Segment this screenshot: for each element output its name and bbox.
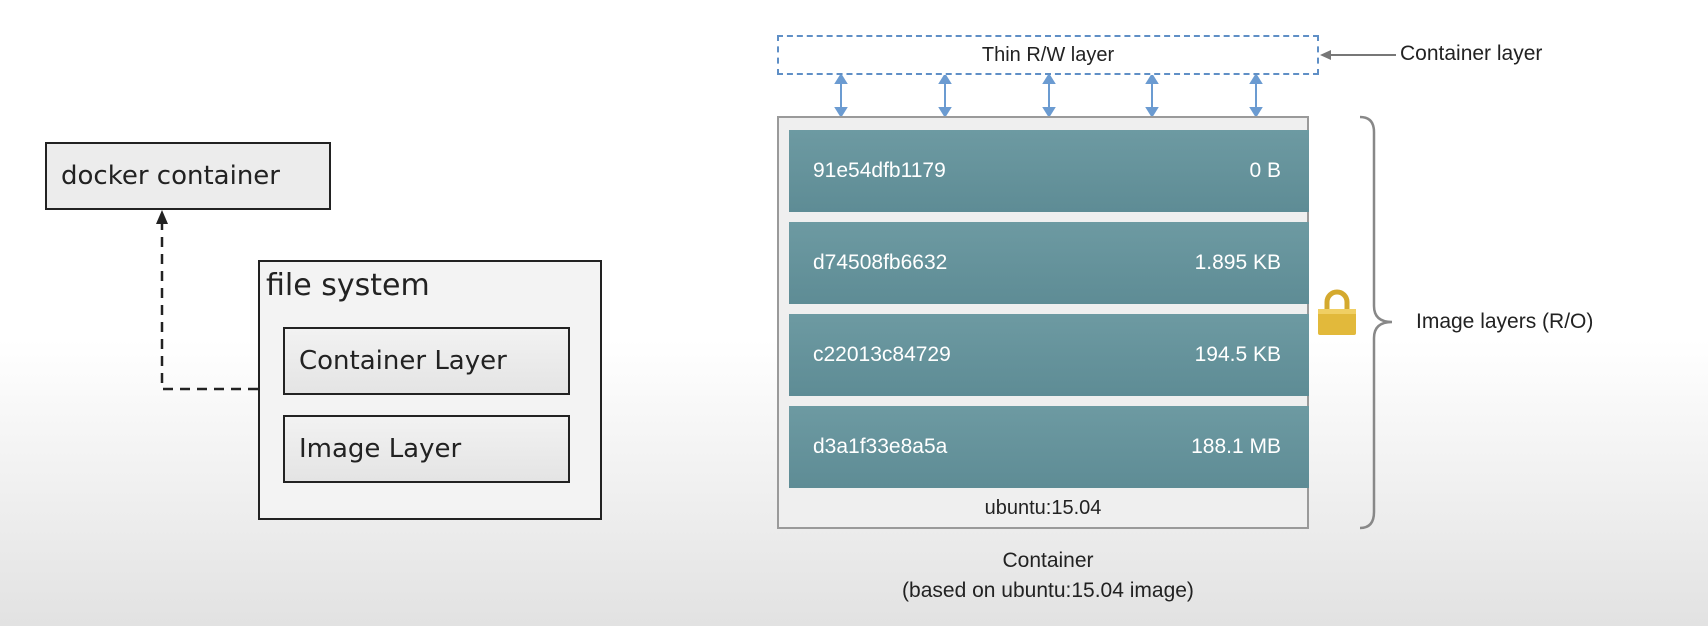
file-system-title: file system	[266, 268, 430, 303]
image-layer-row: d74508fb6632 1.895 KB	[789, 222, 1309, 304]
arrow-left-icon	[1320, 50, 1396, 60]
layer-id: 91e54dfb1179	[813, 159, 946, 182]
layer-id: d3a1f33e8a5a	[813, 435, 948, 458]
thin-rw-layer-label: Thin R/W layer	[981, 44, 1115, 66]
container-layer-box: Container Layer	[283, 327, 570, 395]
curly-brace-icon	[1359, 115, 1393, 530]
double-arrow-icon	[1042, 75, 1056, 116]
double-arrow-icon	[1249, 75, 1263, 116]
layer-id: c22013c84729	[813, 343, 951, 366]
layer-size: 188.1 MB	[1191, 435, 1281, 458]
image-layer-row: d3a1f33e8a5a 188.1 MB	[789, 406, 1309, 488]
caption-title: Container	[1002, 549, 1094, 572]
double-arrow-icon	[1145, 75, 1159, 116]
double-arrow-icon	[834, 75, 848, 116]
double-arrow-icon	[938, 75, 952, 116]
image-layer-box: Image Layer	[283, 415, 570, 483]
image-layer-row: 91e54dfb1179 0 B	[789, 130, 1309, 212]
dashed-connector-line	[160, 222, 258, 391]
container-layer-annotation: Container layer	[1400, 42, 1543, 65]
container-layer-label: Container Layer	[299, 346, 507, 376]
layer-size: 194.5 KB	[1194, 343, 1281, 366]
base-image-label: ubuntu:15.04	[984, 497, 1102, 519]
image-layers-annotation: Image layers (R/O)	[1416, 310, 1594, 333]
docker-container-box: docker container	[45, 142, 331, 210]
layer-size: 1.895 KB	[1194, 251, 1281, 274]
layer-size: 0 B	[1249, 159, 1281, 182]
docker-container-label: docker container	[61, 161, 280, 191]
image-layer-label: Image Layer	[299, 434, 462, 464]
lock-icon	[1318, 289, 1356, 335]
image-layer-row: c22013c84729 194.5 KB	[789, 314, 1309, 396]
caption-subtitle: (based on ubuntu:15.04 image)	[902, 579, 1194, 602]
layer-id: d74508fb6632	[813, 251, 948, 274]
thin-rw-layer-box: Thin R/W layer	[777, 35, 1319, 75]
rw-arrows	[834, 75, 1263, 116]
arrow-up-icon	[156, 210, 168, 224]
